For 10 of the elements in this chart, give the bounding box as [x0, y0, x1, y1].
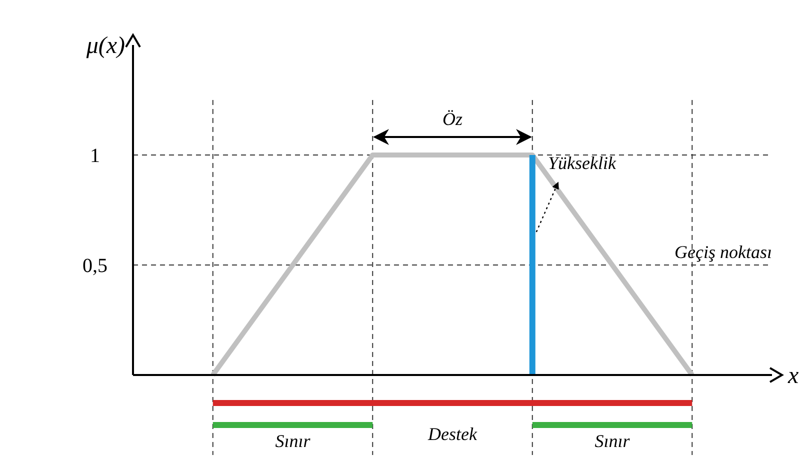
- text: Sınır: [594, 431, 631, 451]
- y-tick-label: 1: [90, 145, 100, 167]
- text: Destek: [427, 424, 478, 444]
- y-tick-label: 0,5: [82, 255, 108, 277]
- annotation: Öz: [442, 109, 463, 129]
- y-axis-title: μ(x): [85, 33, 126, 59]
- x-axis-title: x: [787, 363, 799, 389]
- text: Sınır: [275, 431, 312, 451]
- annotation: Yükseklik: [548, 153, 617, 173]
- ref-line-label: Geçiş noktası: [674, 242, 772, 262]
